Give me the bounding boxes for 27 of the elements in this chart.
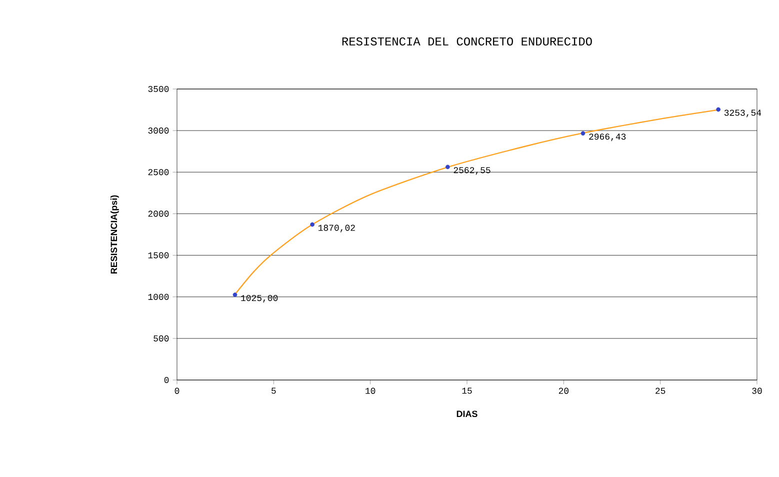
x-tick-label: 0	[174, 388, 180, 394]
point	[580, 131, 586, 136]
data-label: 1025,00	[241, 294, 278, 303]
y-tick-label: 3000	[148, 128, 169, 134]
data-label: 2966,43	[589, 134, 626, 142]
data-label: 1870,02	[318, 224, 355, 232]
y-tick-label: 2500	[148, 169, 169, 176]
y-tick-label: 2000	[148, 210, 169, 217]
x-tick-label: 20	[558, 388, 568, 394]
y-tick-label: 0	[164, 376, 169, 384]
x-tick-label: 30	[752, 388, 762, 394]
y-tick-label: 3500	[148, 86, 169, 92]
y-tick-label: 1000	[148, 294, 169, 300]
y-axis-title: RESISTENCIA(psi)	[110, 195, 119, 274]
chart-title: RESISTENCIA DEL CONCRETO ENDURECIDO	[342, 37, 592, 46]
y-tick-label: 1500	[148, 252, 169, 258]
x-tick-label: 10	[366, 388, 376, 394]
x-tick-label: 25	[656, 388, 666, 394]
point	[445, 164, 450, 170]
y-tick-label: 500	[154, 335, 169, 342]
point	[310, 222, 315, 227]
x-tick-label: 15	[462, 388, 472, 394]
data-label: 3253,54	[724, 110, 762, 118]
point	[232, 292, 238, 297]
x-tick-label: 5	[272, 388, 276, 394]
x-axis-title: DIAS	[456, 410, 478, 418]
point	[716, 107, 721, 112]
